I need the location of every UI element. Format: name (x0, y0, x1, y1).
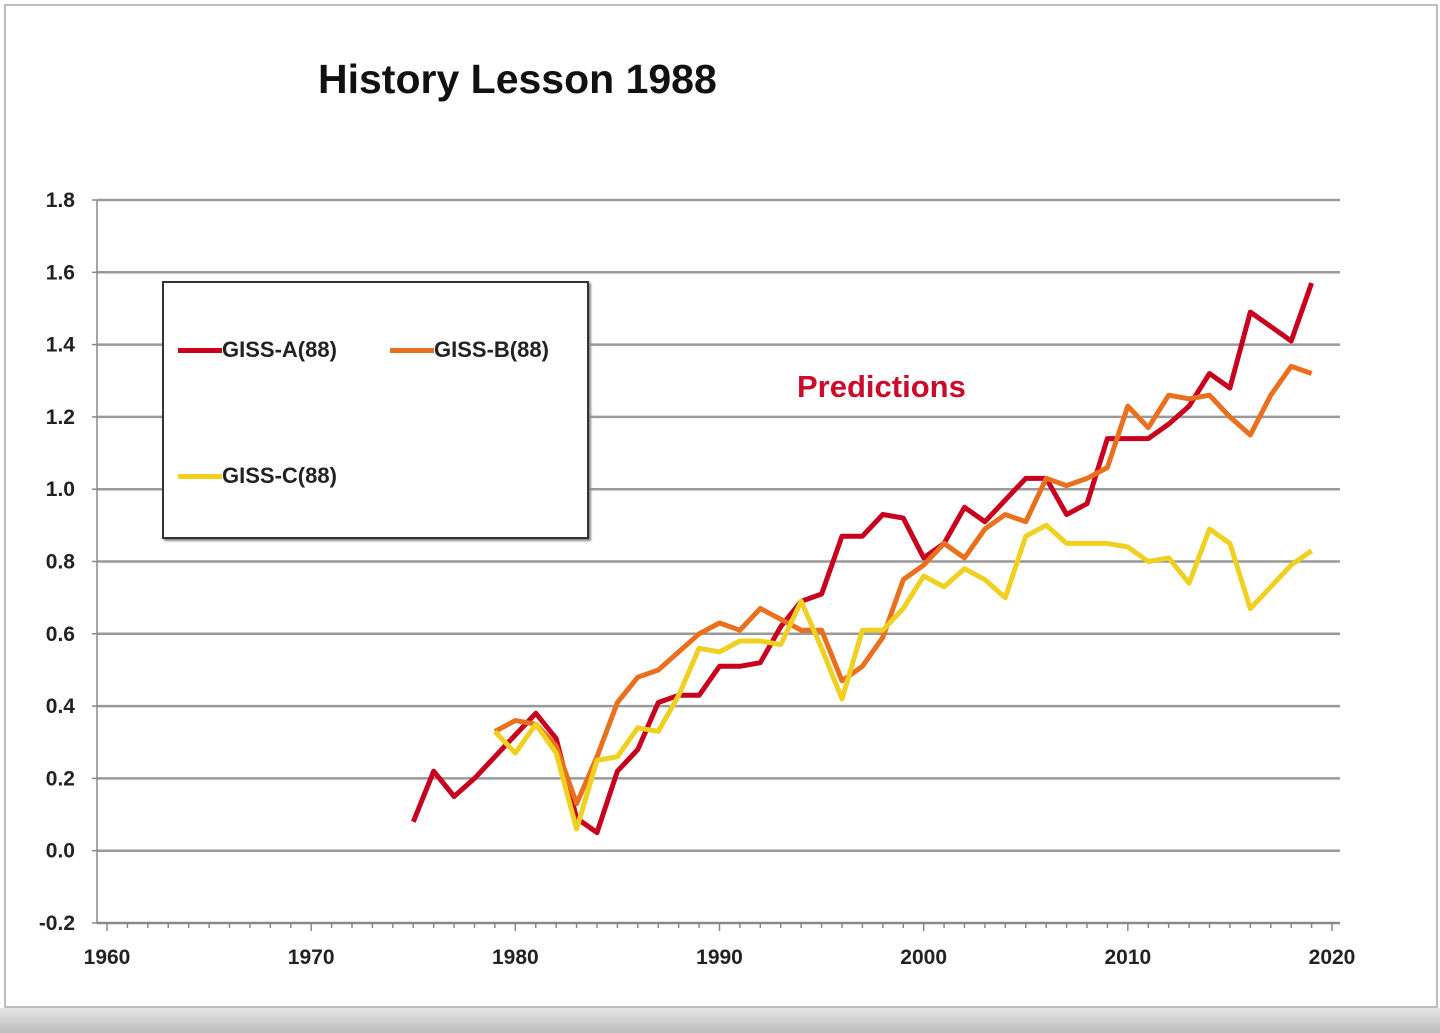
x-tick-label: 1990 (696, 946, 743, 969)
y-tick-label: 0.8 (46, 551, 76, 574)
predictions-annotation: Predictions (797, 369, 966, 404)
x-tick-label: 1970 (288, 946, 335, 969)
legend-label: GISS-C(88) (222, 463, 337, 488)
x-tick-label: 2010 (1104, 946, 1151, 969)
legend: GISS-A(88) GISS-B(88) GISS-C(88) (162, 281, 589, 539)
y-tick-label: 1.8 (46, 189, 76, 212)
y-tick-label: 0.4 (46, 695, 76, 718)
legend-item-giss-a: GISS-A(88) (178, 337, 337, 363)
legend-label: GISS-B(88) (434, 337, 549, 362)
y-tick-label: 1.4 (46, 334, 76, 357)
y-tick-label: 0.2 (46, 767, 75, 790)
legend-swatch (178, 473, 222, 479)
x-tick-label: 2020 (1309, 946, 1356, 969)
y-tick-label: 1.0 (46, 478, 75, 501)
series-line-giss-c-88- (493, 522, 1314, 832)
x-tick-label: 1980 (492, 946, 539, 969)
y-tick-label: 1.6 (46, 261, 75, 284)
legend-swatch (390, 347, 434, 353)
x-tick-label: 1960 (84, 946, 131, 969)
legend-item-giss-c: GISS-C(88) (178, 463, 337, 489)
bottom-bar (0, 1008, 1440, 1033)
legend-item-giss-b: GISS-B(88) (390, 337, 549, 363)
y-tick-label: -0.2 (39, 912, 75, 935)
y-tick-label: 0.0 (46, 840, 75, 863)
y-tick-label: 1.2 (46, 406, 75, 429)
legend-swatch (178, 347, 222, 353)
x-tick-label: 2000 (900, 946, 947, 969)
legend-label: GISS-A(88) (222, 337, 337, 362)
y-tick-label: 0.6 (46, 623, 75, 646)
chart-title: History Lesson 1988 (318, 56, 717, 102)
